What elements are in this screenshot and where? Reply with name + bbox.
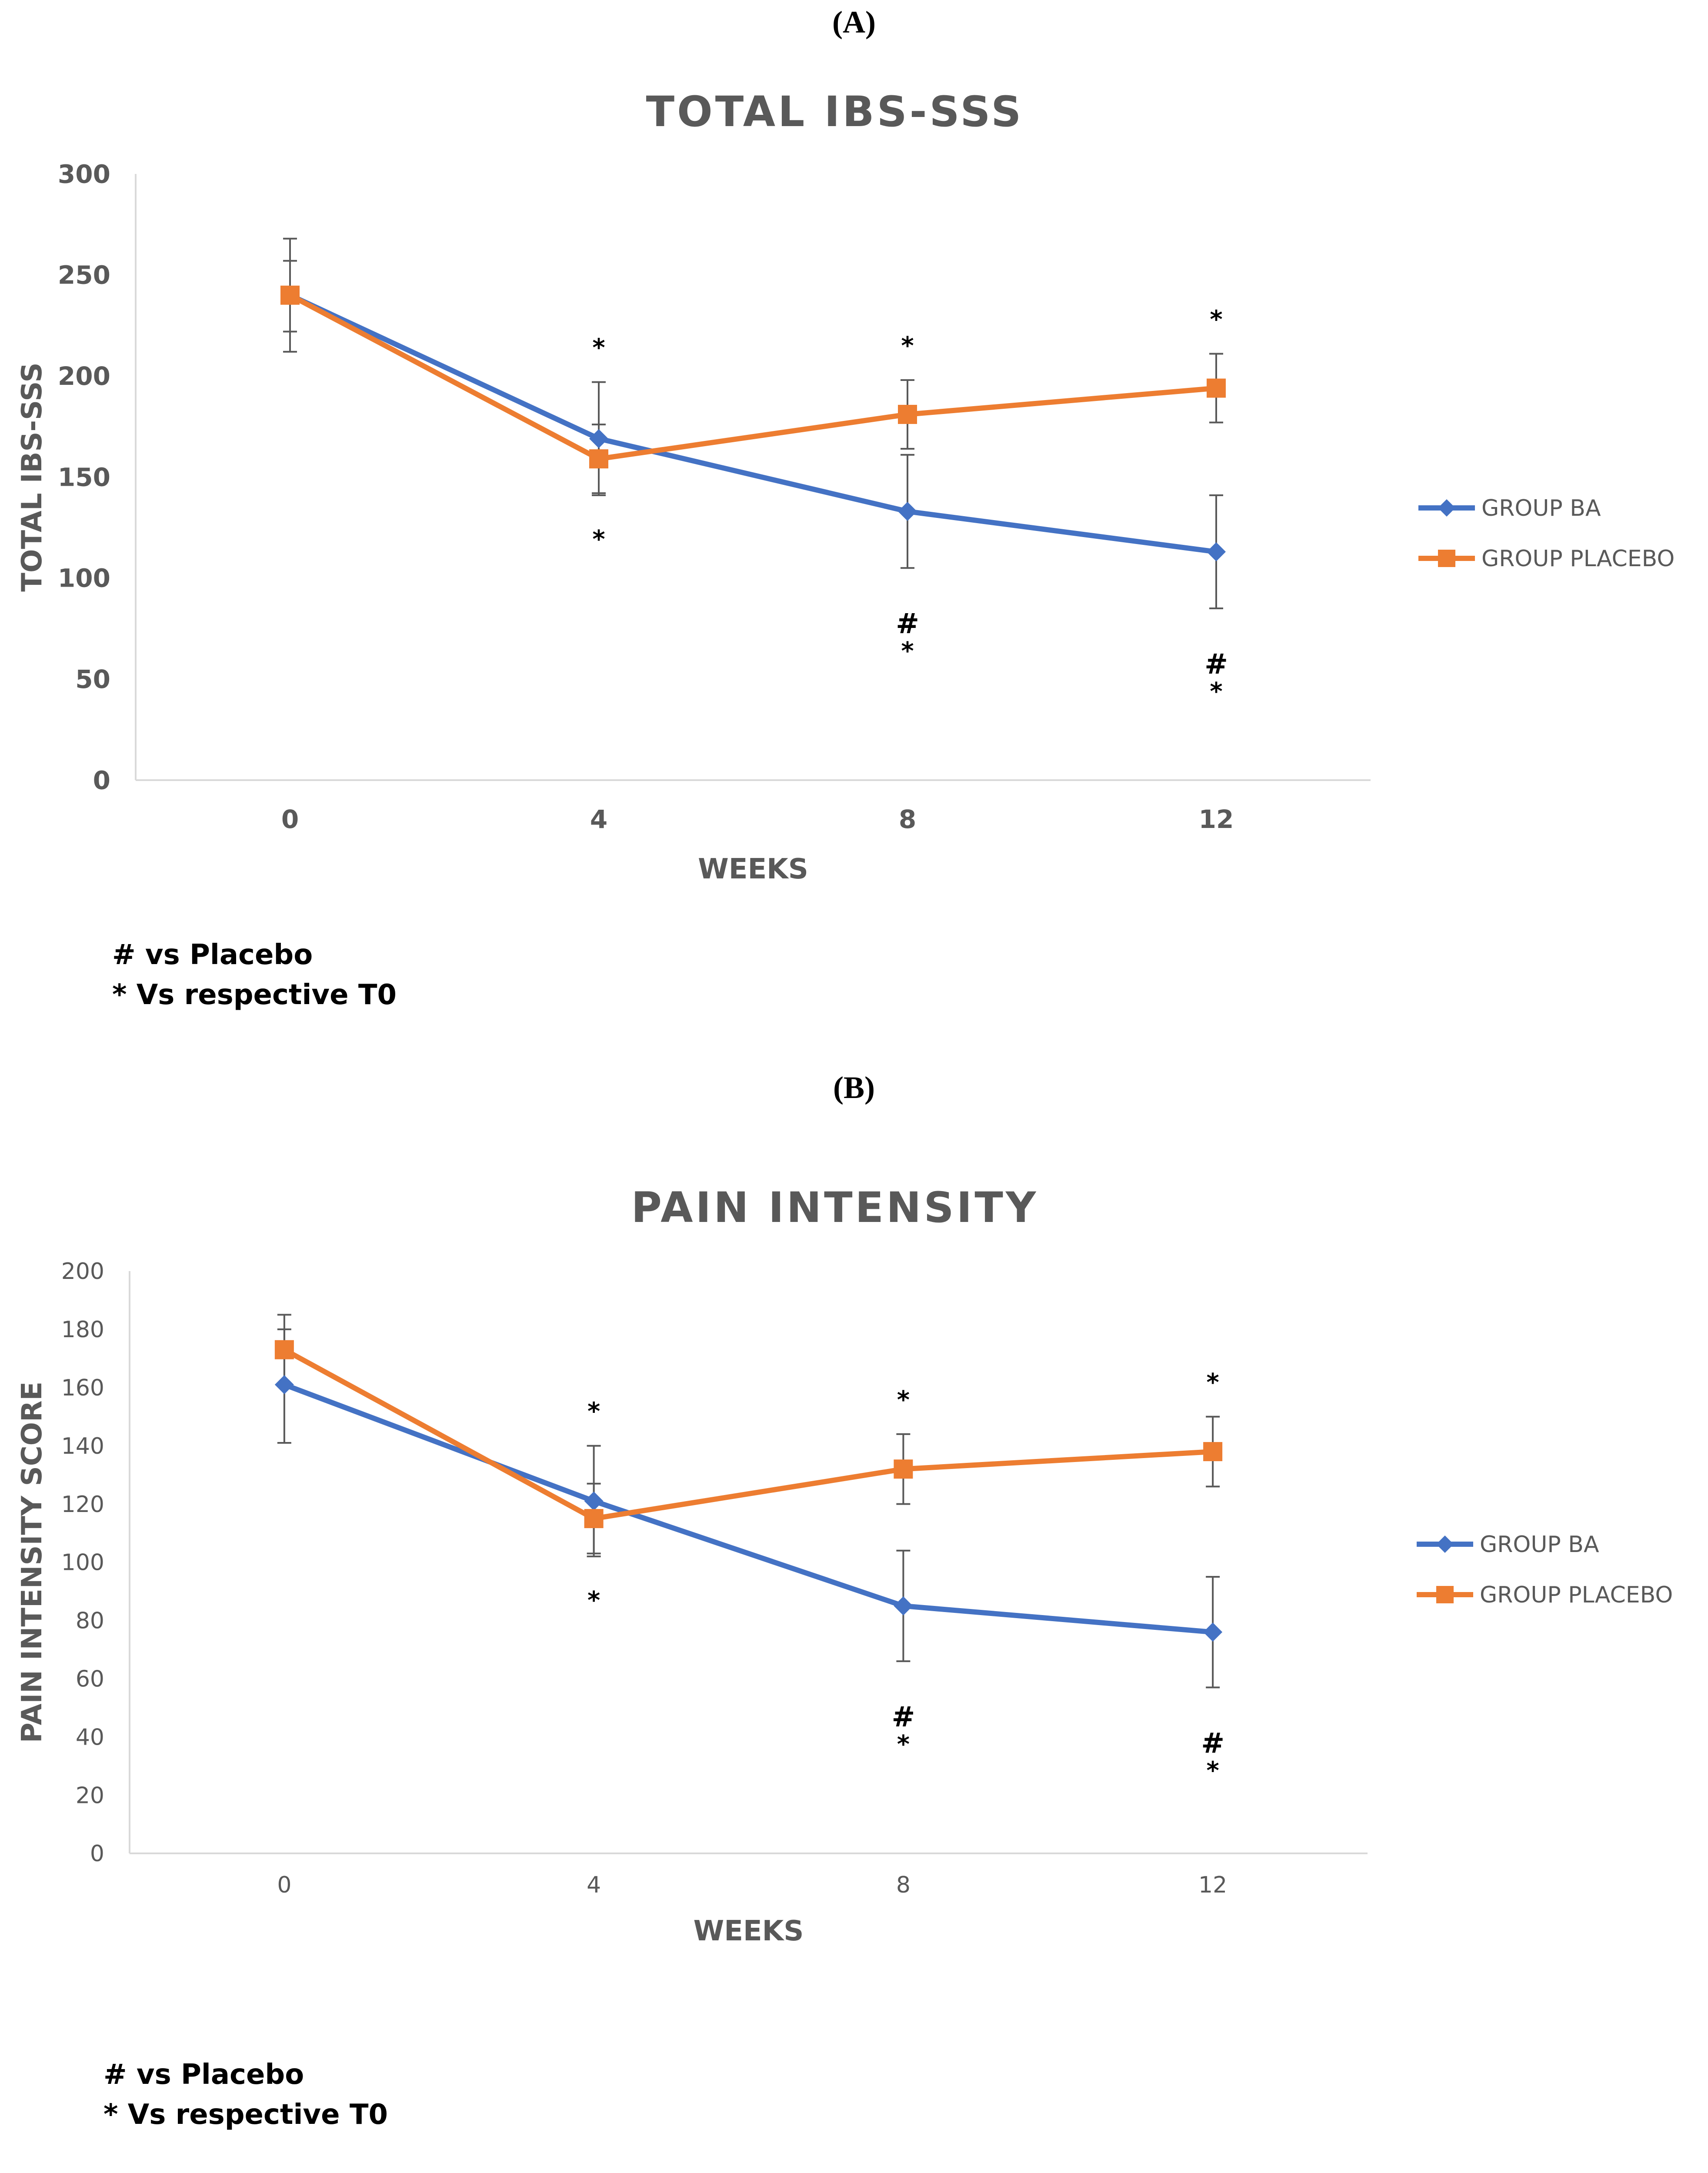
x-tick-label: 12 [1198, 1872, 1227, 1898]
significance-marker: * [587, 1586, 600, 1615]
legend-marker [1436, 1535, 1454, 1553]
chart-pain-intensity: PAIN INTENSITY02040608010012014016018020… [16, 1183, 1673, 1947]
significance-marker: # [892, 1701, 915, 1733]
significance-marker: # [1204, 648, 1228, 681]
y-tick-label: 100 [58, 564, 110, 593]
footnote-hash: # vs Placebo [112, 939, 313, 971]
legend-label: GROUP BA [1480, 1532, 1599, 1558]
y-tick-label: 60 [76, 1666, 104, 1692]
y-tick-label: 0 [90, 1841, 104, 1867]
data-point-group-ba [274, 1375, 294, 1395]
data-point-group-placebo [1207, 378, 1226, 398]
y-tick-label: 140 [61, 1433, 104, 1459]
data-point-group-ba [1203, 1622, 1223, 1642]
series-line-group-ba [283, 1382, 1213, 1635]
y-tick-label: 80 [76, 1608, 104, 1634]
y-tick-label: 250 [58, 260, 110, 290]
panel-b: (B) PAIN INTENSITY 0 20 40 60 80 100 120 140 160 1… [0, 1065, 1708, 2173]
y-tick-label: 50 [75, 664, 110, 694]
y-axis-label: PAIN INTENSITY SCORE [16, 1382, 48, 1743]
x-tick-label: 4 [587, 1872, 601, 1898]
footnote-star: * Vs respective T0 [103, 2099, 388, 2131]
data-point-group-ba [894, 1596, 913, 1616]
legend-label: GROUP BA [1481, 495, 1601, 521]
series-line-group-placebo [283, 1347, 1213, 1522]
series-line-group-ba [289, 293, 1217, 554]
y-tick-label: 150 [58, 462, 110, 492]
y-tick-label: 40 [76, 1724, 104, 1750]
significance-marker: * [1210, 678, 1222, 706]
significance-marker: * [1210, 306, 1222, 334]
significance-marker: * [1206, 1756, 1219, 1785]
data-point-group-placebo [584, 1509, 604, 1529]
y-tick-label: 100 [61, 1550, 104, 1576]
y-tick-label: 160 [61, 1375, 104, 1401]
panel-label: (A) [832, 5, 876, 40]
x-tick-label: 0 [277, 1872, 291, 1898]
data-point-group-placebo [280, 285, 300, 305]
series-line-group-placebo [289, 293, 1217, 462]
footnote-hash: # vs Placebo [103, 2059, 304, 2091]
significance-marker: * [897, 1386, 910, 1414]
chart-title: TOTAL IBS-SSS [646, 87, 1024, 136]
legend-label: GROUP PLACEBO [1481, 546, 1675, 572]
significance-marker: * [587, 1398, 600, 1426]
data-point-group-ba [898, 501, 917, 521]
significance-marker: # [896, 608, 919, 640]
x-axis-label: WEEKS [694, 1915, 804, 1947]
chart-total-ibs-sss: TOTAL IBS-SSS 0 50 100 150 200 250 300 0 4 8 12 WEEK… [16, 87, 1675, 885]
legend-marker [1438, 499, 1455, 517]
x-tick-label: 8 [899, 804, 916, 834]
data-point-group-placebo [589, 449, 608, 469]
y-tick-label: 200 [61, 1258, 104, 1285]
footnote-star: * Vs respective T0 [112, 979, 397, 1011]
significance-marker: * [901, 332, 914, 360]
data-point-group-placebo [1203, 1442, 1223, 1462]
x-tick-label: 4 [590, 804, 607, 834]
y-tick-label: 300 [58, 159, 110, 189]
y-tick-label: 200 [58, 361, 110, 391]
panel-a: (A) TOTAL IBS-SSS 0 50 100 150 200 250 300 0 4 8 12… [0, 0, 1708, 1065]
significance-marker: # [1201, 1727, 1224, 1759]
data-point-group-ba [584, 1491, 604, 1511]
x-tick-label: 12 [1199, 804, 1234, 834]
y-axis-label: TOTAL IBS-SSS [16, 362, 48, 591]
data-point-group-placebo [274, 1340, 294, 1359]
y-tick-label: 120 [61, 1492, 104, 1518]
significance-marker: * [592, 525, 605, 554]
significance-marker: * [901, 637, 914, 665]
data-point-group-ba [1207, 542, 1226, 561]
significance-marker: * [1206, 1369, 1219, 1397]
x-tick-label: 0 [281, 804, 299, 834]
legend-marker [1438, 550, 1455, 567]
data-point-group-placebo [894, 1459, 913, 1479]
panel-label: (B) [833, 1070, 875, 1105]
legend-marker [1436, 1586, 1454, 1603]
x-tick-label: 8 [896, 1872, 911, 1898]
x-axis-label: WEEKS [698, 853, 808, 885]
legend-label: GROUP PLACEBO [1480, 1582, 1673, 1608]
y-tick-label: 20 [76, 1782, 104, 1809]
y-tick-label: 0 [93, 765, 110, 795]
data-point-group-placebo [898, 404, 917, 424]
significance-marker: * [592, 334, 605, 362]
chart-title: PAIN INTENSITY [631, 1183, 1039, 1232]
y-tick-label: 180 [61, 1317, 104, 1343]
significance-marker: * [897, 1730, 910, 1759]
data-point-group-ba [589, 429, 608, 448]
